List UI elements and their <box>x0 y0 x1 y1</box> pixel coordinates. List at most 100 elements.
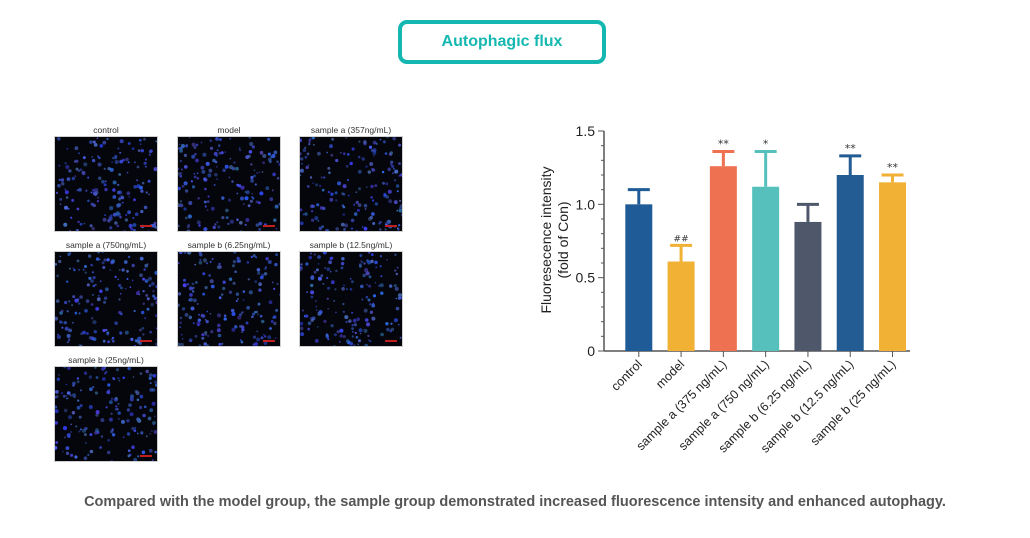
cell-nucleus <box>269 197 274 201</box>
cell-nucleus <box>151 430 153 432</box>
cell-nucleus <box>389 284 393 288</box>
cell-nucleus <box>311 218 315 222</box>
cell-nucleus <box>134 427 137 429</box>
cell-nucleus <box>88 276 92 280</box>
cell-nucleus <box>130 394 134 399</box>
cell-nucleus <box>384 152 388 155</box>
cell-nucleus <box>384 228 387 231</box>
cell-nucleus <box>244 196 249 201</box>
cell-nucleus <box>58 374 60 376</box>
cell-nucleus <box>129 412 134 417</box>
cell-nucleus <box>157 297 158 299</box>
cell-nucleus <box>238 324 242 328</box>
cell-nucleus <box>371 168 376 172</box>
cell-nucleus <box>90 202 94 206</box>
cell-nucleus <box>147 416 152 421</box>
cell-nucleus <box>205 333 207 336</box>
cell-nucleus <box>335 158 339 163</box>
cell-nucleus <box>356 208 360 212</box>
cell-nucleus <box>236 256 240 260</box>
cell-nucleus <box>305 262 309 266</box>
cell-nucleus <box>77 169 80 172</box>
cell-nucleus <box>89 140 93 144</box>
cell-nucleus <box>372 140 377 145</box>
cell-nucleus <box>262 161 265 165</box>
micrograph-caption: sample a (750ng/mL) <box>65 240 147 250</box>
cell-nucleus <box>120 312 123 316</box>
cell-nucleus <box>55 421 57 424</box>
cell-nucleus <box>252 312 255 316</box>
cell-nucleus <box>63 408 68 413</box>
cell-nucleus <box>55 396 57 399</box>
cell-nucleus <box>80 332 83 335</box>
cell-nucleus <box>229 219 234 224</box>
cell-nucleus <box>272 172 276 177</box>
cell-nucleus <box>314 216 319 221</box>
cell-nucleus <box>79 222 83 226</box>
cell-nucleus <box>205 320 209 324</box>
cell-nucleus <box>80 344 83 346</box>
cell-nucleus <box>126 408 131 412</box>
cell-nucleus <box>306 185 310 188</box>
cell-nucleus <box>251 196 254 199</box>
cell-nucleus <box>330 192 334 196</box>
cell-nucleus <box>319 184 322 187</box>
cell-nucleus <box>240 185 245 190</box>
cell-nucleus <box>107 167 111 171</box>
cell-nucleus <box>198 313 201 316</box>
cell-nucleus <box>66 147 69 150</box>
cell-nucleus <box>334 288 337 291</box>
cell-nucleus <box>397 323 400 326</box>
cell-nucleus <box>222 168 226 173</box>
cell-nucleus <box>124 218 128 222</box>
cell-nucleus <box>379 221 382 224</box>
cell-nucleus <box>379 138 382 141</box>
cell-nucleus <box>75 228 80 231</box>
cell-nucleus <box>252 254 256 258</box>
cell-nucleus <box>83 162 88 167</box>
cell-nucleus <box>144 158 148 161</box>
cell-nucleus <box>149 382 152 385</box>
cell-nucleus <box>271 153 276 159</box>
cell-nucleus <box>265 186 270 191</box>
cell-nucleus <box>107 383 111 387</box>
cell-nucleus <box>145 369 149 374</box>
cell-nucleus <box>186 282 190 286</box>
cell-nucleus <box>253 169 256 171</box>
cell-nucleus <box>393 318 398 323</box>
cell-nucleus <box>178 342 181 346</box>
cell-nucleus <box>211 257 214 261</box>
cell-nucleus <box>112 336 115 339</box>
cell-nucleus <box>313 253 316 256</box>
cell-nucleus <box>99 144 104 148</box>
cell-nucleus <box>181 168 183 171</box>
cell-nucleus <box>330 153 334 157</box>
cell-nucleus <box>92 276 96 280</box>
cell-nucleus <box>231 312 236 316</box>
cell-nucleus <box>55 390 59 394</box>
cell-nucleus <box>148 150 152 154</box>
cell-nucleus <box>201 333 205 337</box>
cell-nucleus <box>395 297 398 300</box>
cell-nucleus <box>315 268 319 272</box>
cell-nucleus <box>305 165 309 170</box>
cell-nucleus <box>383 194 387 198</box>
cell-nucleus <box>107 219 111 223</box>
cell-nucleus <box>273 150 278 155</box>
cell-nucleus <box>387 189 392 194</box>
cell-nucleus <box>228 277 233 281</box>
cell-nucleus <box>99 258 101 261</box>
cell-nucleus <box>61 309 64 313</box>
cell-nucleus <box>111 259 115 264</box>
cell-nucleus <box>252 335 257 339</box>
cell-nucleus <box>241 328 245 332</box>
cell-nucleus <box>257 313 259 316</box>
cell-nucleus <box>113 397 118 402</box>
cell-nucleus <box>255 256 258 259</box>
cell-nucleus <box>141 149 144 152</box>
cell-nucleus <box>261 273 265 277</box>
cell-nucleus <box>68 169 72 173</box>
cell-nucleus <box>216 166 218 168</box>
cell-nucleus <box>327 286 330 290</box>
cell-nucleus <box>108 417 113 422</box>
